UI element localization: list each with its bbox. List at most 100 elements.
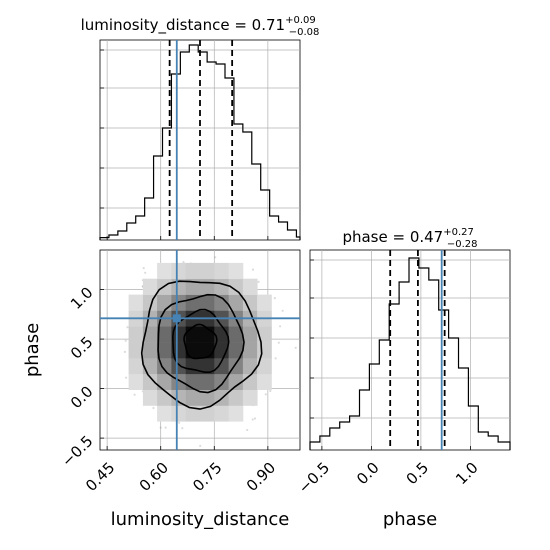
density-cell	[142, 389, 158, 406]
density-cell	[128, 326, 144, 343]
density-cell	[185, 262, 201, 280]
sample-point	[178, 421, 181, 424]
sample-point	[124, 339, 127, 342]
density-cell	[200, 262, 215, 280]
sample-point	[126, 326, 129, 329]
density-cell	[157, 342, 172, 359]
x-tick-label: 0.5	[403, 459, 433, 489]
density-cell	[185, 294, 201, 311]
density-cell	[185, 342, 201, 359]
density-cell	[242, 357, 258, 375]
density-cell	[171, 373, 187, 390]
density-cell	[185, 357, 201, 375]
histogram-step	[309, 257, 511, 450]
contour-line-3	[140, 280, 263, 410]
y-tick-label: 0.0	[67, 382, 97, 412]
sample-point	[133, 393, 136, 396]
density-cell	[185, 389, 201, 406]
density-cell	[214, 405, 229, 422]
density-cell	[228, 326, 244, 343]
x-tick-label: 1.0	[452, 459, 482, 489]
contour-lines	[140, 280, 263, 410]
density-cell	[185, 326, 201, 343]
density-cell	[200, 373, 215, 390]
y-axis-label-phase: phase	[22, 323, 43, 377]
y-tick-label: −0.5	[58, 432, 96, 470]
density-cell	[228, 294, 244, 311]
contour-line-1	[171, 308, 230, 373]
density-cell	[157, 373, 172, 390]
contour-line-2	[157, 293, 245, 394]
sample-point	[264, 393, 267, 396]
sample-point	[144, 271, 147, 274]
sample-point	[277, 341, 280, 344]
density-cell	[171, 405, 187, 422]
density-cell	[200, 357, 215, 375]
density-cell	[242, 342, 258, 359]
density-cell	[214, 373, 229, 390]
truth-crosshair	[100, 250, 300, 450]
x-axis-label-phase: phase	[383, 509, 437, 530]
panel-2d-density: 0.45 0.60 0.75 0.90 −0.5 0.0 0.5 1.0 luminosity…	[22, 249, 301, 530]
density-cell	[228, 278, 244, 295]
density-cell	[128, 357, 144, 375]
histogram	[99, 44, 301, 240]
density-cell	[185, 373, 201, 390]
density-cell	[157, 405, 172, 422]
sample-point	[164, 426, 167, 429]
sample-point	[152, 406, 155, 410]
density-cell	[200, 278, 215, 295]
grid	[310, 250, 510, 450]
density-cell	[157, 294, 172, 311]
sample-point	[246, 428, 249, 432]
density-cell	[228, 342, 244, 359]
sample-point	[123, 350, 126, 353]
density-cell	[200, 342, 215, 359]
sample-point	[182, 261, 185, 264]
sample-point	[199, 444, 202, 447]
x-tick-label: 0.90	[243, 459, 279, 495]
density-cell	[128, 294, 144, 311]
sample-point	[274, 357, 277, 360]
panel-title-phase: phase = 0.47+0.27 −0.28	[342, 227, 477, 250]
density-cell	[157, 389, 172, 406]
y-tick-label: 0.5	[67, 333, 97, 363]
density-cell	[157, 326, 172, 343]
density-cell	[242, 278, 258, 295]
sample-point	[253, 417, 257, 420]
x-tick-label: −0.5	[295, 459, 333, 497]
density-cells	[128, 262, 272, 422]
x-tick-label: 0.60	[136, 459, 172, 495]
truth-marker	[172, 314, 181, 323]
density-cell	[214, 357, 229, 375]
density-cell	[257, 373, 272, 390]
density-cell	[242, 294, 258, 311]
density-cell	[171, 262, 187, 280]
sample-point	[251, 268, 255, 271]
panel-title-luminosity-distance: luminosity_distance = 0.71+0.09 −0.08	[81, 15, 320, 38]
density-cell	[242, 389, 258, 406]
density-cell	[171, 342, 187, 359]
density-cell	[171, 389, 187, 406]
density-cell	[128, 373, 144, 390]
sample-point	[281, 309, 284, 312]
sample-point	[181, 427, 184, 430]
quantile-lines	[168, 40, 234, 240]
sample-point	[142, 267, 145, 270]
density-cell	[242, 373, 258, 390]
density-cell	[200, 389, 215, 406]
density-cell	[228, 389, 244, 406]
quantile-lines	[389, 250, 446, 450]
density-cell	[128, 342, 144, 359]
density-cell	[228, 405, 244, 422]
sample-point	[125, 376, 128, 379]
panel-phase-hist: −0.5 0.0 0.5 1.0 phase = 0.47+0.27 −0.28	[295, 227, 511, 497]
sample-point	[159, 426, 162, 429]
panel-luminosity-distance-hist: luminosity_distance = 0.71+0.09 −0.08	[81, 15, 320, 241]
density-cell	[142, 357, 158, 375]
density-cell	[142, 373, 158, 390]
x-tick-label: 0.0	[353, 459, 383, 489]
density-cell	[142, 342, 158, 359]
x-tick-label: 0.45	[82, 459, 118, 495]
